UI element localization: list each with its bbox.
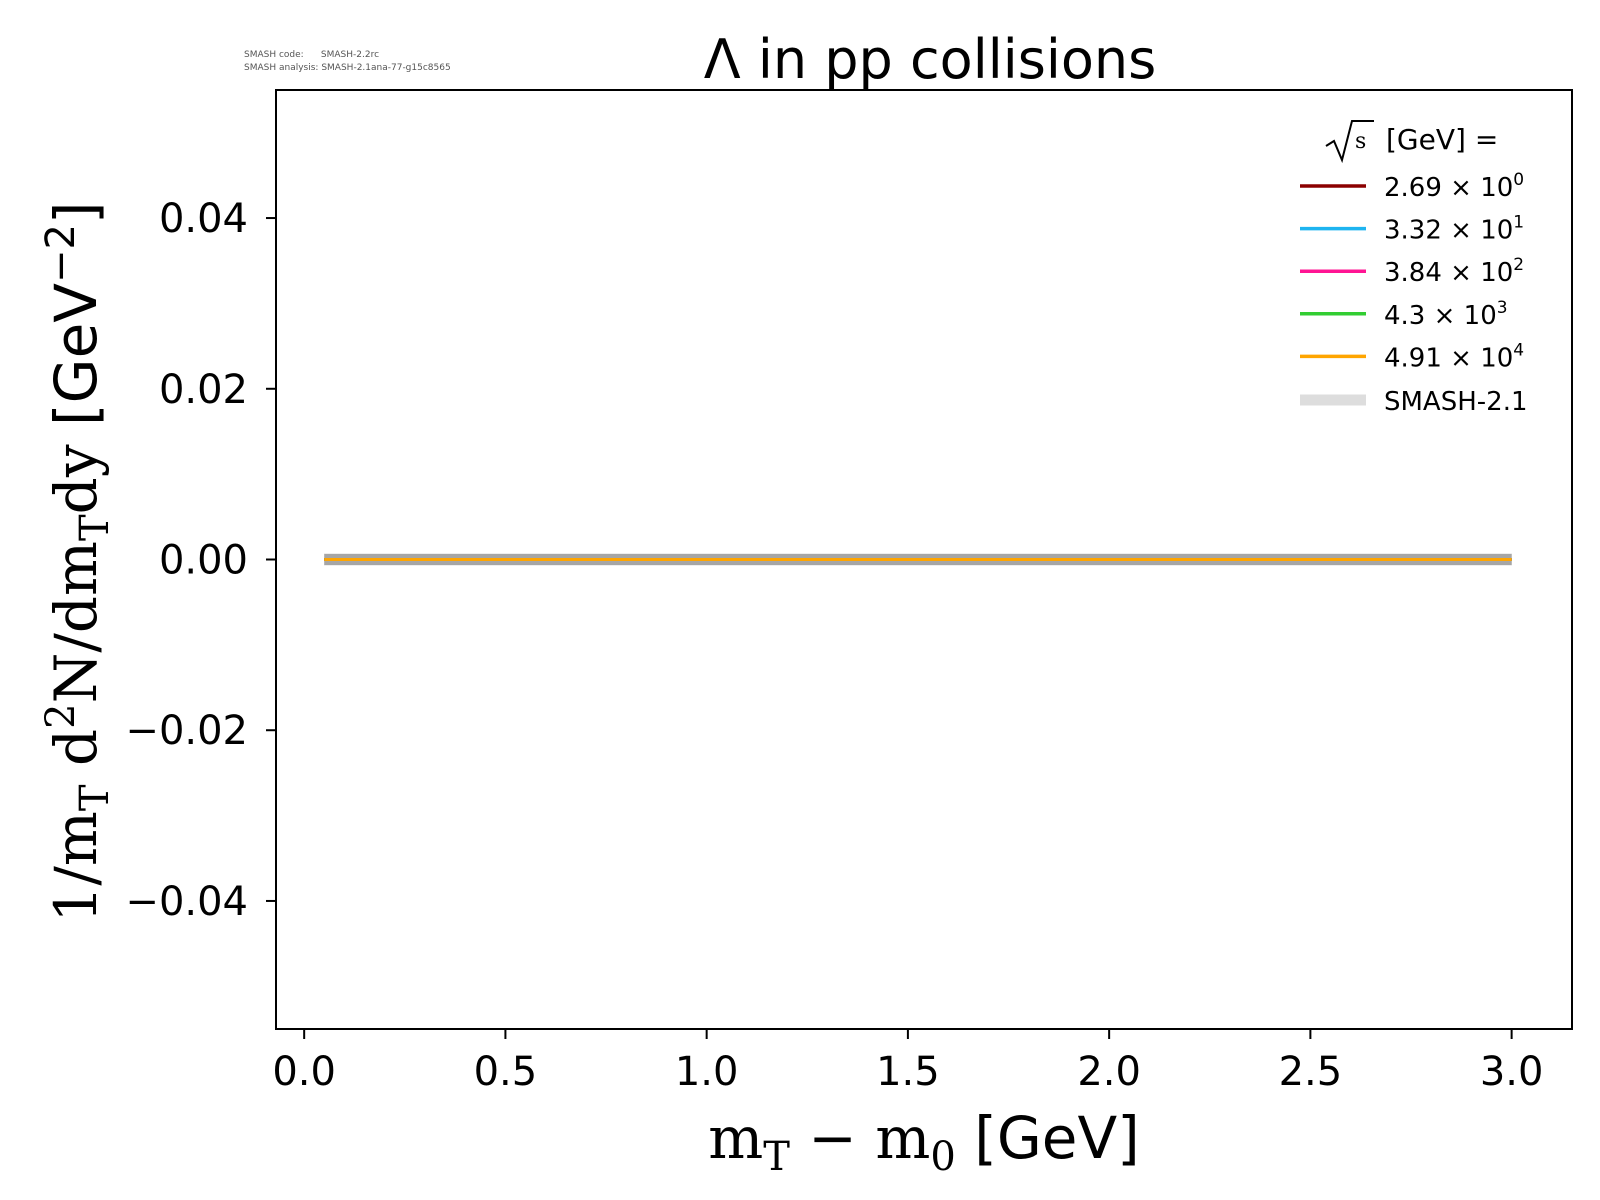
x-tick-label: 0.0 [272,1049,336,1095]
sqrt-symbol-icon [1325,120,1374,164]
x-axis-ticks: 0.0 0.5 1.0 1.5 2.0 2.5 3.0 [272,1029,1543,1095]
smash-analysis-line: SMASH analysis: SMASH-2.1ana-77-g15c8565 [244,63,451,73]
y-axis-label-sup1: 2 [38,703,84,728]
legend-model-label: SMASH-2.1 [1384,387,1528,417]
x-axis-label: mT − m0 [GeV] [708,1104,1140,1180]
legend-entries: 2.69 × 100 3.32 × 101 3.84 × 102 4.3 × 103 4… [1300,170,1524,373]
legend-title-radicand: s [1355,129,1366,154]
smash-analysis-label: SMASH analysis: [244,63,319,73]
legend-label-3: 3.84 × 102 [1384,255,1524,288]
x-tick-label: 2.0 [1077,1049,1141,1095]
x-axis-label-m: m [708,1104,763,1172]
y-tick-label: 0.02 [159,367,248,413]
smash-analysis-value: SMASH-2.1ana-77-g15c8565 [321,63,451,73]
x-axis-label-sub: T [763,1134,790,1180]
x-tick-label: 3.0 [1480,1049,1544,1095]
x-tick-label: 1.0 [675,1049,739,1095]
y-axis-label-p1: 1/m [42,811,110,922]
y-axis-label-sup2: −2 [38,224,84,283]
x-tick-label: 0.5 [474,1049,538,1095]
x-tick-label: 1.5 [876,1049,940,1095]
smash-code-value: SMASH-2.2rc [320,50,380,60]
y-axis-label-p3: N/dm [42,541,110,703]
y-axis-label-s2: T [72,514,118,541]
y-tick-label: 0.04 [159,196,248,242]
legend-title: s [GeV] = [1325,120,1498,164]
x-tick-label: 2.5 [1279,1049,1343,1095]
y-tick-label: −0.02 [125,708,248,754]
smash-code-line: SMASH code: SMASH-2.2rc [244,50,379,60]
legend: s [GeV] = 2.69 × 100 3.32 × 101 3.84 × 102… [1300,120,1528,417]
x-axis-label-sub2: 0 [930,1134,955,1180]
y-axis-label-p2: d [42,729,110,785]
legend-label-2: 3.32 × 101 [1384,213,1524,246]
y-tick-label: 0.00 [159,538,248,584]
y-axis-label-p4: dy [42,444,110,514]
x-axis-label-unit: [GeV] [956,1104,1140,1172]
y-axis-label: 1/mT d2N/dmTdy [GeV−2] [38,201,118,922]
smash-code-label: SMASH code: [244,50,304,60]
chart-title: Λ in pp collisions [704,28,1157,91]
legend-label-1: 2.69 × 100 [1384,170,1524,203]
y-axis-label-unit-end: ] [42,201,110,224]
y-axis-ticks: 0.04 0.02 0.00 −0.02 −0.04 [125,196,276,925]
y-axis-label-unit: [GeV [42,283,110,445]
x-axis-label-mid: − m [790,1104,930,1172]
legend-title-text: [GeV] = [1386,123,1498,156]
y-tick-label: −0.04 [125,879,248,925]
legend-label-5: 4.91 × 104 [1384,340,1524,373]
legend-label-4: 4.3 × 103 [1384,298,1508,331]
y-axis-label-s1: T [72,784,118,811]
